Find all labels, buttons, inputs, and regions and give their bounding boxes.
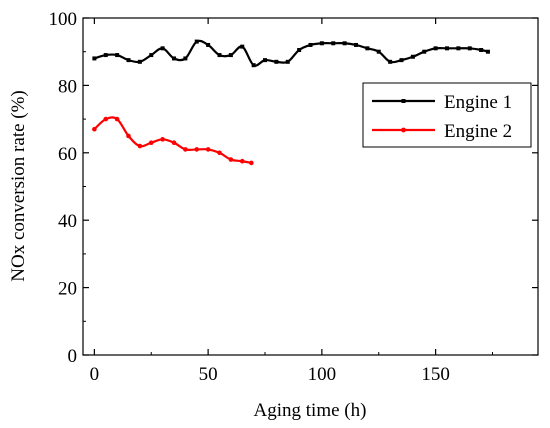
- data-point-engine-1: [479, 48, 484, 53]
- data-point-engine-1: [319, 41, 324, 46]
- data-point-engine-1: [160, 46, 165, 51]
- data-point-engine-1: [228, 53, 233, 58]
- data-point-engine-1: [251, 63, 256, 68]
- data-point-engine-1: [399, 58, 404, 63]
- data-point-engine-1: [206, 42, 211, 47]
- data-point-engine-1: [103, 53, 108, 58]
- data-point-engine-1: [342, 41, 347, 46]
- data-point-engine-1: [467, 46, 472, 51]
- plot-frame: [82, 17, 539, 356]
- data-point-engine-1: [445, 46, 449, 51]
- x-tick-label: 50: [199, 364, 218, 385]
- data-point-engine-1: [115, 53, 120, 58]
- data-point-engine-2: [92, 126, 97, 132]
- data-point-engine-1: [240, 44, 245, 49]
- data-point-engine-2: [194, 147, 200, 152]
- legend-box: [362, 82, 532, 148]
- data-point-engine-1: [388, 59, 393, 64]
- data-point-engine-1: [354, 42, 358, 47]
- y-axis-title: NOx conversion rate (%): [8, 90, 29, 282]
- data-point-engine-1: [126, 58, 131, 63]
- data-point-engine-2: [114, 116, 120, 122]
- data-point-engine-1: [376, 49, 381, 54]
- data-point-engine-2: [126, 133, 131, 139]
- y-tick-label: 0: [68, 346, 78, 367]
- data-point-engine-2: [228, 157, 234, 162]
- data-point-engine-1: [410, 54, 415, 59]
- legend: Engine 1 Engine 2: [362, 82, 532, 148]
- data-point-engine-1: [183, 56, 188, 61]
- data-point-engine-2: [217, 150, 222, 156]
- data-point-engine-1: [217, 53, 222, 58]
- axis-ticks: 0 50 100 150 0 20 40 60 80 100: [49, 9, 538, 385]
- data-point-engine-1: [137, 59, 142, 64]
- plot-area: [82, 17, 539, 356]
- series-line-engine-1: [94, 39, 489, 67]
- y-tick-label: 60: [58, 144, 77, 165]
- data-point-engine-1: [485, 49, 490, 54]
- data-point-engine-2: [148, 140, 154, 145]
- x-tick-label: 100: [308, 364, 337, 385]
- x-axis-title: Aging time (h): [254, 400, 367, 421]
- x-tick-label: 150: [421, 364, 450, 385]
- series-group: [92, 39, 490, 166]
- legend-marker-engine-1: [401, 99, 406, 103]
- series-line-engine-2: [93, 116, 252, 164]
- data-point-engine-1: [172, 56, 176, 61]
- data-point-engine-2: [103, 116, 109, 122]
- data-point-engine-1: [194, 39, 199, 44]
- data-point-engine-2: [137, 143, 143, 149]
- data-point-engine-1: [149, 53, 154, 58]
- data-point-engine-2: [205, 147, 211, 152]
- data-point-engine-2: [171, 140, 177, 145]
- legend-entry-engine-1: Engine 1: [372, 92, 512, 113]
- data-point-engine-1: [456, 46, 461, 51]
- y-tick-label: 80: [58, 76, 77, 97]
- data-point-engine-2: [239, 158, 245, 164]
- data-point-engine-1: [263, 58, 267, 63]
- data-point-engine-1: [308, 42, 313, 47]
- data-point-engine-1: [365, 46, 370, 51]
- data-point-engine-1: [285, 59, 290, 64]
- legend-label-engine-1: Engine 1: [444, 92, 512, 113]
- data-point-engine-2: [183, 147, 188, 152]
- legend-marker-engine-2: [401, 127, 406, 133]
- data-point-engine-1: [297, 48, 302, 53]
- y-tick-label: 100: [49, 9, 78, 30]
- data-point-engine-2: [160, 137, 165, 142]
- y-tick-label: 20: [58, 279, 77, 300]
- data-point-engine-1: [92, 56, 97, 61]
- y-tick-label: 40: [58, 211, 77, 232]
- data-point-engine-1: [274, 59, 279, 64]
- data-point-engine-1: [433, 46, 438, 51]
- legend-label-engine-2: Engine 2: [444, 121, 512, 142]
- data-point-engine-1: [422, 49, 427, 54]
- data-point-engine-1: [331, 41, 336, 46]
- data-point-engine-2: [249, 160, 254, 166]
- legend-entry-engine-2: Engine 2: [372, 121, 512, 142]
- x-tick-label: 0: [90, 364, 100, 385]
